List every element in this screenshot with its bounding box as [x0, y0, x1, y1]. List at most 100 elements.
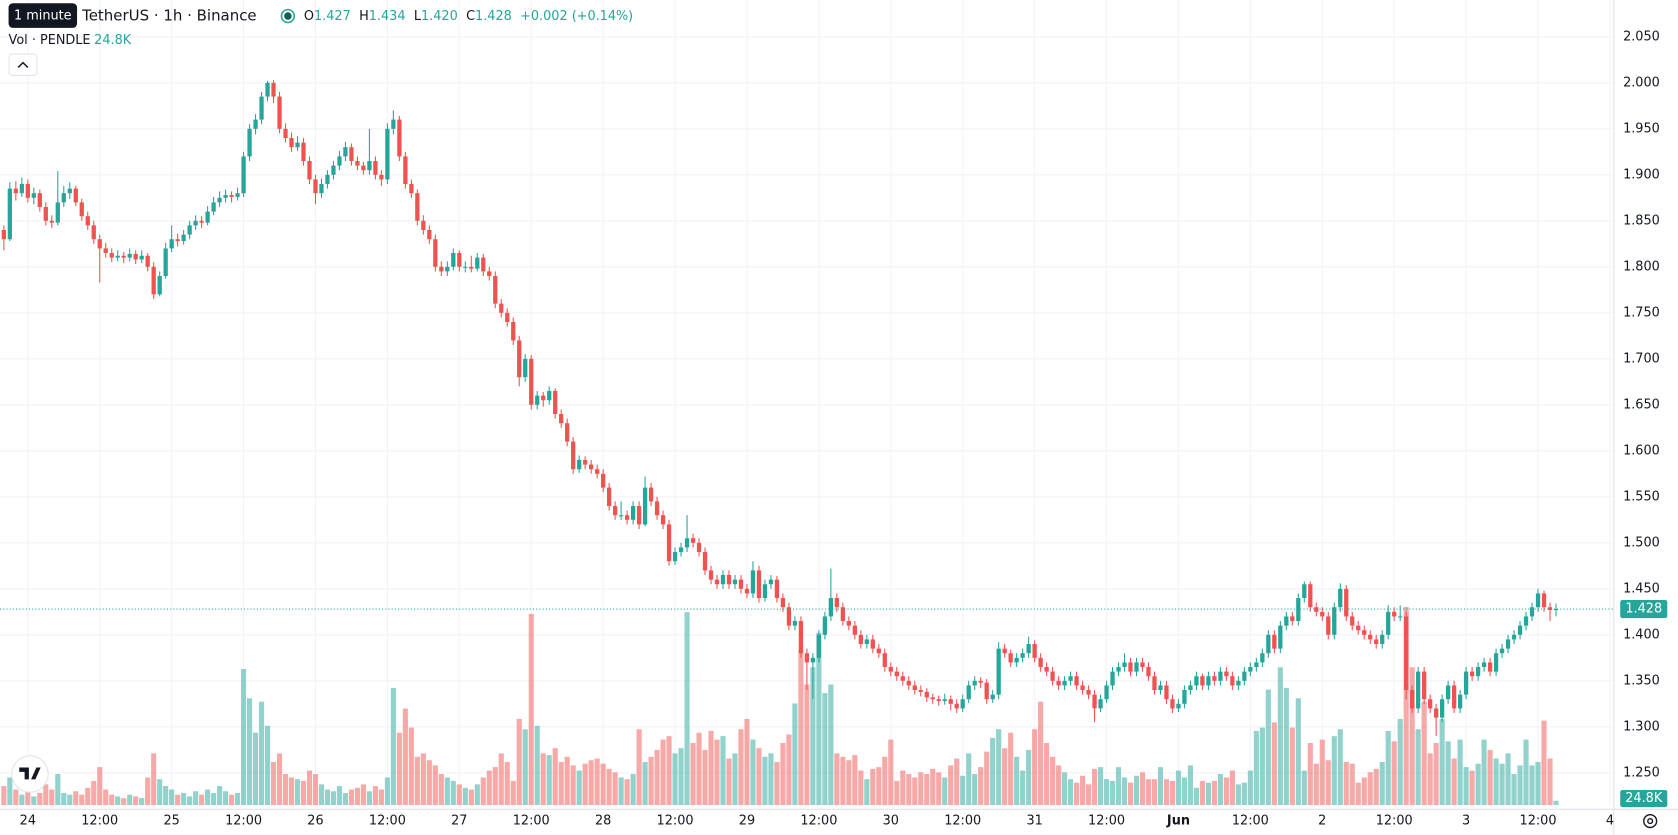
- candle-body: [1392, 611, 1397, 617]
- candle-body: [517, 340, 522, 378]
- volume-bar: [1223, 777, 1229, 806]
- legend: PENDLE / TetherUS · 1h · Binance O1.427 …: [8, 3, 633, 77]
- candle-body: [768, 579, 774, 585]
- candle-body: [307, 161, 312, 180]
- candle-body: [696, 542, 702, 553]
- candle-body: [481, 257, 486, 272]
- candle-body: [810, 657, 816, 663]
- candle-body: [91, 225, 96, 240]
- volume-bar: [954, 758, 960, 806]
- collapse-button[interactable]: [8, 53, 38, 77]
- candle-body: [457, 253, 462, 267]
- candle-body: [259, 96, 264, 120]
- volume-bar: [276, 753, 283, 806]
- candle-body: [1499, 648, 1505, 654]
- candle-body: [936, 699, 941, 702]
- volume-bar: [552, 748, 558, 806]
- candle-body: [325, 174, 330, 185]
- logo[interactable]: [11, 755, 49, 793]
- volume-bar: [402, 708, 408, 806]
- candle-body: [205, 211, 210, 223]
- settings-button[interactable]: [1643, 813, 1658, 829]
- volume-bar: [1157, 767, 1164, 806]
- candle-body: [133, 253, 138, 260]
- volume-bar: [43, 784, 49, 806]
- candle-body: [1380, 634, 1385, 645]
- volume-bar: [1337, 729, 1343, 806]
- volume-bar: [229, 794, 235, 806]
- volume-bar: [462, 787, 468, 806]
- status-dot-core: [284, 12, 292, 20]
- candle-body: [996, 648, 1001, 695]
- candle-body: [978, 680, 983, 683]
- volume-bar: [1355, 782, 1361, 806]
- candle-body: [415, 193, 420, 221]
- candle-body: [642, 487, 648, 525]
- candle-body: [271, 82, 276, 97]
- x-tick-label: 12:00: [1232, 814, 1269, 829]
- candle-body: [972, 680, 977, 686]
- volume-bar: [870, 768, 876, 806]
- candle-body: [283, 128, 288, 139]
- volume-bar: [1085, 784, 1092, 806]
- volume-bar: [61, 792, 67, 806]
- candle-body: [1445, 685, 1451, 700]
- volume-bar: [702, 749, 708, 806]
- volume-bar: [324, 789, 331, 806]
- volume-bar: [720, 736, 726, 806]
- candle-body: [612, 506, 618, 516]
- change: +0.002 (+0.14%): [520, 9, 633, 24]
- candle-body: [1481, 662, 1487, 668]
- volume-bar: [654, 749, 660, 806]
- volume-bar: [624, 779, 630, 806]
- y-tick-label: 2.000: [1623, 75, 1660, 90]
- candle-body: [1056, 680, 1061, 686]
- candle-body: [942, 699, 947, 702]
- candle-body: [744, 588, 750, 594]
- candle-body: [67, 188, 72, 194]
- x-tick-label: 12:00: [800, 814, 837, 829]
- y-tick-label: 2.050: [1623, 29, 1660, 44]
- candle-body: [1296, 598, 1301, 622]
- candle-body: [1062, 680, 1067, 686]
- volume-bar: [408, 727, 414, 806]
- volume-bar: [1056, 765, 1062, 806]
- last-volume-label: 24.8K: [1625, 791, 1663, 806]
- volume-bar: [199, 794, 205, 806]
- volume-bar: [924, 774, 930, 806]
- last-price-badge: [1620, 599, 1668, 619]
- candle-body: [648, 487, 654, 502]
- x-tick-label: 12:00: [225, 814, 262, 829]
- volume-bar: [996, 729, 1002, 806]
- volume-title: Vol · PENDLE: [9, 33, 91, 48]
- volume-bar: [67, 794, 73, 806]
- volume-bar: [612, 772, 618, 806]
- candle-body: [313, 179, 318, 194]
- candle-body: [247, 128, 252, 157]
- volume-bar: [696, 732, 702, 806]
- volume-bar: [630, 774, 636, 806]
- volume-bar: [300, 780, 307, 806]
- candle-body: [1469, 671, 1475, 677]
- volume-bar: [558, 761, 564, 806]
- volume-bar: [1175, 770, 1182, 806]
- candle-body: [876, 648, 881, 654]
- volume-bar: [1343, 761, 1349, 806]
- volume-bar: [594, 758, 600, 806]
- candle-body: [355, 161, 360, 166]
- candle-body: [1410, 690, 1415, 709]
- volume-bar: [450, 780, 456, 806]
- candle-body: [678, 547, 684, 553]
- volume-bar: [1187, 765, 1194, 806]
- candle-body: [702, 552, 708, 571]
- candle-body: [624, 515, 630, 520]
- volume-bar: [1457, 739, 1463, 806]
- volume-bar: [498, 753, 504, 806]
- volume-bar: [1026, 749, 1032, 806]
- ohlc-label: O: [304, 9, 314, 24]
- x-tick-label: 2: [1318, 814, 1326, 829]
- candle-body: [708, 570, 714, 580]
- candle-body: [786, 607, 792, 626]
- volume-bar: [1349, 763, 1355, 806]
